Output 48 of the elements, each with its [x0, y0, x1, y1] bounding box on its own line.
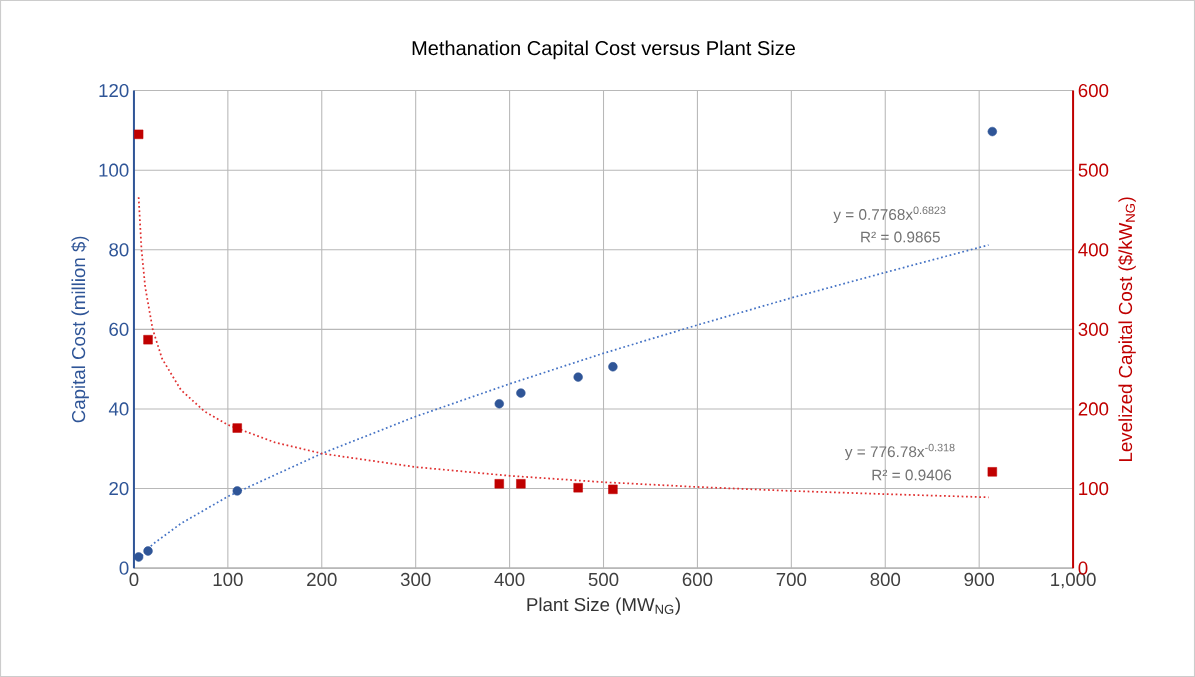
- point: [987, 126, 997, 137]
- point: [573, 372, 583, 382]
- y2-tick-label: 600: [1078, 83, 1109, 98]
- x-tick-label: 500: [588, 572, 619, 587]
- point: [143, 335, 153, 345]
- y-tick-label: 80: [109, 243, 129, 257]
- point: [494, 399, 504, 409]
- point: [133, 129, 144, 139]
- x-tick-label: 0: [129, 572, 139, 587]
- y2-tick-label: 300: [1078, 322, 1109, 336]
- point: [494, 479, 504, 489]
- point: [516, 479, 526, 489]
- chart-title: Methanation Capital Cost versus Plant Size: [412, 40, 795, 60]
- point: [232, 423, 242, 433]
- x-axis-title: Plant Size (MW$_{NG}$): [527, 597, 680, 615]
- y-axis-title: Capital Cost (million $): [71, 236, 89, 423]
- point: [232, 486, 242, 496]
- point: [608, 362, 618, 372]
- x-tick-label: 200: [307, 572, 337, 587]
- annotation: y = 776.78x$^{-0.318}$: [844, 443, 955, 461]
- line-series: [137, 196, 990, 499]
- point: [516, 388, 526, 398]
- y2-axis-title: Levelized Capital Cost ($/kW$_{NG}$): [1118, 197, 1136, 461]
- y2-tick-label: 100: [1079, 481, 1109, 496]
- annotation: y = 0.7768x$^{0.6823}$: [833, 206, 946, 223]
- y-tick-label: 20: [109, 481, 129, 496]
- x-tick-label: 400: [494, 572, 525, 587]
- point: [143, 546, 153, 556]
- y-tick-label: 100: [99, 163, 129, 177]
- y2-tick-label: 200: [1078, 402, 1109, 416]
- point: [133, 552, 144, 562]
- point: [608, 484, 618, 494]
- annotation: R² = 0.9406: [872, 469, 952, 481]
- y-tick-label: 40: [108, 402, 129, 416]
- y2-tick-label: 500: [1078, 163, 1109, 177]
- point: [987, 467, 997, 477]
- y2-tick-label: 400: [1078, 243, 1109, 257]
- x-tick-label: 600: [682, 572, 713, 587]
- x-tick-label: 100: [213, 572, 243, 587]
- y-tick-label: 0: [119, 561, 129, 575]
- annotation: R² = 0.9865: [861, 231, 940, 243]
- y-tick-label: 120: [99, 83, 129, 98]
- x-tick-label: 900: [964, 572, 995, 587]
- x-tick-label: 800: [870, 572, 901, 587]
- x-tick-label: 700: [776, 572, 807, 587]
- point: [573, 483, 583, 493]
- x-tick-label: 300: [400, 572, 431, 587]
- y-tick-label: 60: [109, 322, 129, 336]
